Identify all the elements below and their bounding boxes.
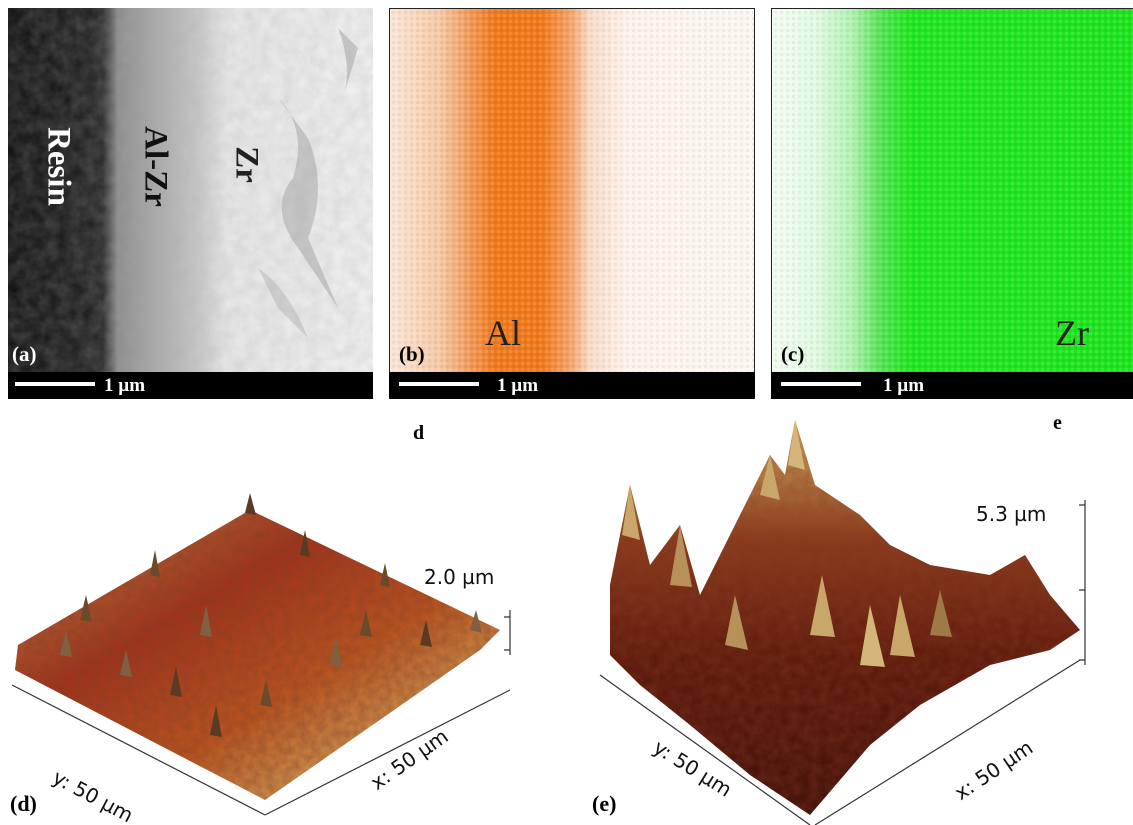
scale-line (781, 382, 861, 386)
scale-bar-b: 1 µm (389, 372, 755, 399)
panel-label-d: (d) (10, 791, 37, 816)
scale-line (399, 382, 479, 386)
sem-panel-a: Resin Al-Zr Zr (a) 1 µm (8, 8, 373, 399)
sem-image (8, 8, 373, 399)
panel-label-e: (e) (592, 791, 617, 816)
panel-label-b: (b) (399, 342, 425, 366)
scale-text-b: 1 µm (497, 375, 539, 396)
element-label-al: Al (485, 313, 521, 353)
afm-peaks-e (622, 420, 952, 667)
scale-text-c: 1 µm (883, 375, 925, 396)
afm-peaks-d (60, 493, 482, 737)
height-label-e: 5.3 µm (976, 502, 1047, 526)
region-label-zr: Zr (228, 146, 265, 183)
afm-panel-d: d 2.0 µm y: 50 µm x: 50 µm (d) (0, 405, 560, 825)
corner-letter-e: e (1053, 412, 1062, 434)
scale-bar-c: 1 µm (771, 372, 1133, 399)
height-label-d: 2.0 µm (424, 565, 495, 589)
corner-letter-d: d (413, 422, 425, 444)
scale-bar-a: 1 µm (8, 372, 373, 399)
eds-map-al: Al (b) 1 µm (389, 8, 755, 399)
region-label-al-zr: Al-Zr (137, 126, 174, 207)
panel-label-a: (a) (12, 342, 37, 366)
zr-map-image (771, 8, 1133, 399)
scale-line (15, 382, 95, 386)
eds-map-zr: Zr (c) 1 µm (771, 8, 1133, 399)
al-map-image (389, 8, 755, 399)
afm-surface-d (11, 493, 511, 816)
panel-label-c: (c) (781, 342, 805, 366)
scale-text-a: 1 µm (104, 375, 146, 396)
element-label-zr: Zr (1055, 313, 1089, 353)
afm-surface-e (599, 420, 1086, 825)
region-label-resin: Resin (40, 127, 77, 206)
afm-panel-e: e 5.3 µm y: 50 µm x: 50 µm (e) (570, 405, 1133, 825)
